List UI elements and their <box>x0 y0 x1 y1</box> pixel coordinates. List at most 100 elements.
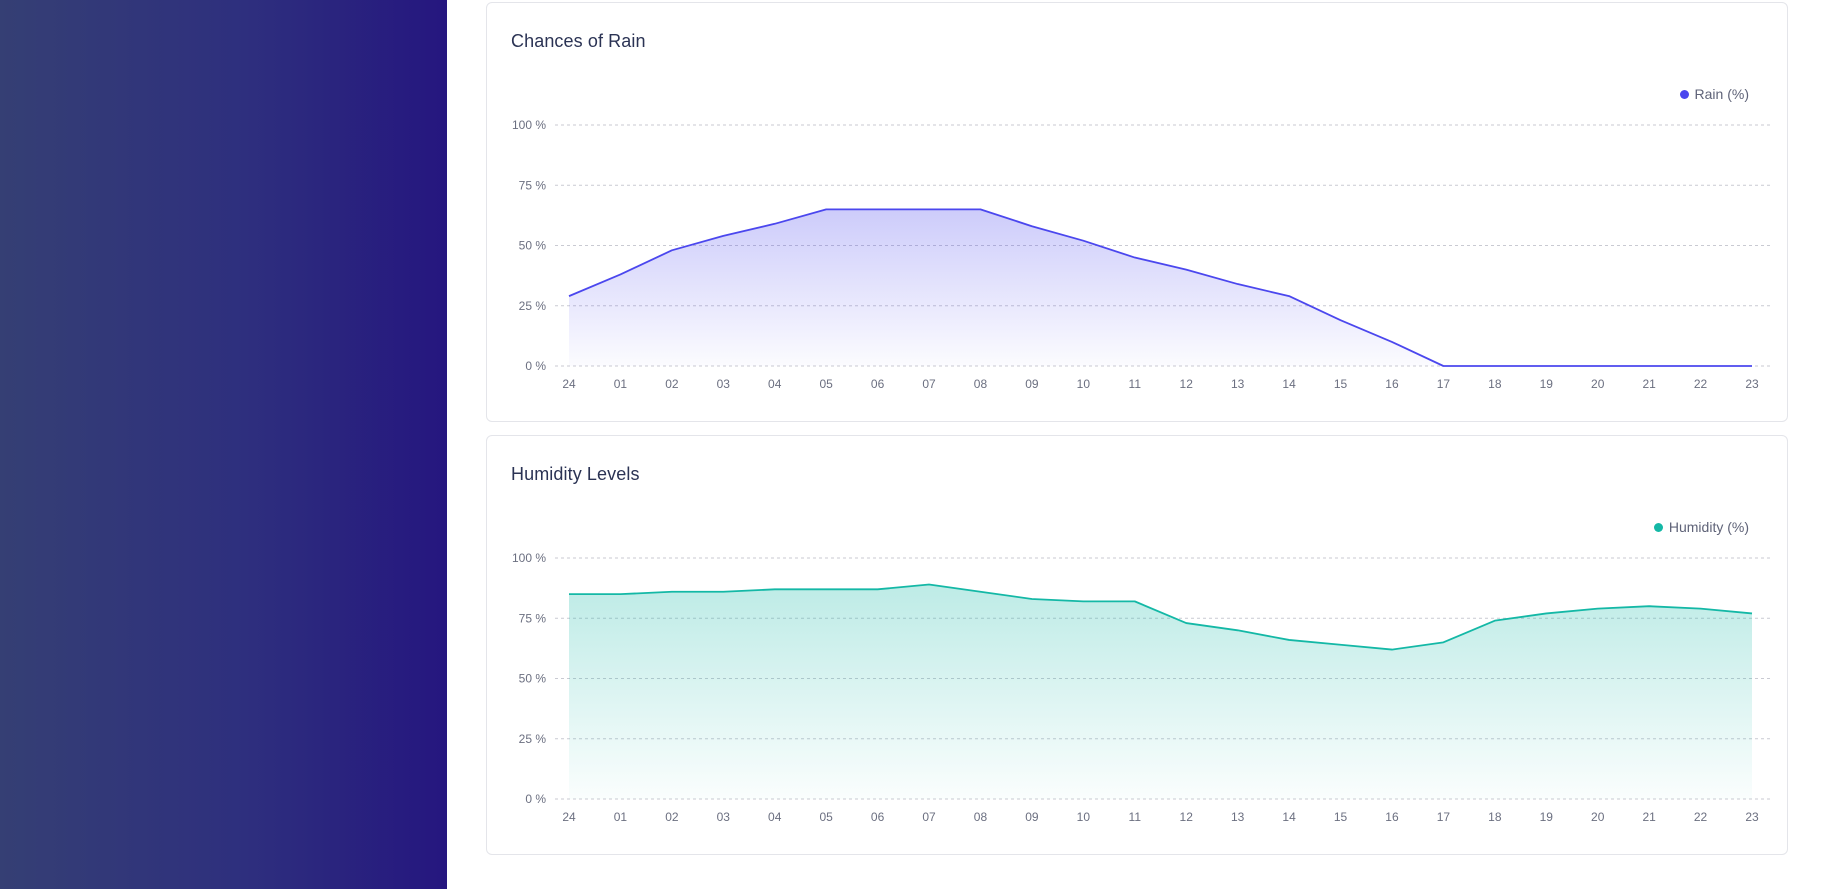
sidebar <box>0 0 447 889</box>
humidity-data-point[interactable] <box>1695 603 1707 615</box>
humidity-x-tick-label: 03 <box>717 810 731 824</box>
rain-chart: 0 % 25 % 50 % 75 % 100 % 24 01 02 03 04 05 06 07 08 09… <box>512 118 1770 391</box>
rain-data-point[interactable] <box>1437 360 1449 372</box>
rain-chart-legend[interactable]: Rain (%) <box>1679 86 1749 102</box>
rain-data-point[interactable] <box>1335 314 1347 326</box>
humidity-data-point[interactable] <box>563 588 575 600</box>
rain-x-tick-label: 07 <box>922 377 936 391</box>
rain-x-tick-label: 03 <box>717 377 731 391</box>
humidity-data-point[interactable] <box>1026 593 1038 605</box>
humidity-x-tick-label: 22 <box>1694 810 1708 824</box>
rain-data-point[interactable] <box>1643 360 1655 372</box>
rain-y-tick-label: 25 % <box>519 299 547 313</box>
humidity-data-point[interactable] <box>1335 639 1347 651</box>
humidity-data-point[interactable] <box>820 583 832 595</box>
humidity-data-point[interactable] <box>872 583 884 595</box>
rain-data-point[interactable] <box>1180 264 1192 276</box>
humidity-x-tick-label: 15 <box>1334 810 1348 824</box>
humidity-data-point[interactable] <box>614 588 626 600</box>
rain-x-tick-label: 01 <box>614 377 628 391</box>
humidity-data-point[interactable] <box>717 586 729 598</box>
humidity-data-point[interactable] <box>923 579 935 591</box>
humidity-data-point[interactable] <box>1540 607 1552 619</box>
rain-data-point[interactable] <box>614 268 626 280</box>
humidity-legend-label: Humidity (%) <box>1668 519 1749 535</box>
rain-x-tick-label: 22 <box>1694 377 1708 391</box>
humidity-x-tick-label: 23 <box>1745 810 1759 824</box>
humidity-x-tick-label: 12 <box>1180 810 1194 824</box>
humidity-data-point[interactable] <box>666 586 678 598</box>
rain-x-tick-label: 04 <box>768 377 782 391</box>
humidity-area-fill <box>569 584 1752 799</box>
rain-x-tick-label: 14 <box>1282 377 1296 391</box>
humidity-x-tick-label: 08 <box>974 810 988 824</box>
rain-y-tick-label: 50 % <box>519 239 547 253</box>
rain-data-point[interactable] <box>563 290 575 302</box>
humidity-x-tick-label: 14 <box>1282 810 1296 824</box>
humidity-data-point[interactable] <box>1077 595 1089 607</box>
rain-x-tick-label: 08 <box>974 377 988 391</box>
humidity-data-point[interactable] <box>1283 634 1295 646</box>
humidity-data-point[interactable] <box>1643 600 1655 612</box>
rain-data-point[interactable] <box>820 203 832 215</box>
rain-data-point[interactable] <box>717 230 729 242</box>
rain-data-point[interactable] <box>872 203 884 215</box>
rain-data-point[interactable] <box>1129 252 1141 264</box>
rain-chart-title: Chances of Rain <box>511 31 646 51</box>
humidity-data-point[interactable] <box>1592 603 1604 615</box>
humidity-x-tick-label: 11 <box>1129 810 1142 824</box>
rain-chart-card: Chances of Rain Rain (%) 0 % 25 % 50 % 75 %… <box>486 2 1788 422</box>
humidity-data-point[interactable] <box>1746 607 1758 619</box>
rain-x-tick-label: 16 <box>1385 377 1399 391</box>
humidity-data-point[interactable] <box>1489 615 1501 627</box>
rain-x-tick-label: 10 <box>1077 377 1091 391</box>
humidity-x-tick-label: 17 <box>1437 810 1451 824</box>
rain-data-point[interactable] <box>923 203 935 215</box>
rain-data-point[interactable] <box>666 244 678 256</box>
rain-x-tick-label: 13 <box>1231 377 1245 391</box>
rain-data-point[interactable] <box>1026 220 1038 232</box>
rain-x-tick-label: 20 <box>1591 377 1605 391</box>
humidity-x-tick-label: 19 <box>1540 810 1554 824</box>
humidity-x-tick-label: 09 <box>1025 810 1039 824</box>
humidity-x-tick-label: 10 <box>1077 810 1091 824</box>
rain-data-point[interactable] <box>1746 360 1758 372</box>
humidity-data-point[interactable] <box>1386 644 1398 656</box>
rain-data-point[interactable] <box>1540 360 1552 372</box>
rain-data-point[interactable] <box>1232 278 1244 290</box>
humidity-x-tick-label: 07 <box>922 810 936 824</box>
rain-data-point[interactable] <box>1077 235 1089 247</box>
rain-x-tick-label: 19 <box>1540 377 1554 391</box>
rain-data-point[interactable] <box>974 203 986 215</box>
rain-data-point[interactable] <box>1283 290 1295 302</box>
rain-x-tick-label: 02 <box>665 377 679 391</box>
rain-x-tick-label: 24 <box>562 377 576 391</box>
humidity-chart-card: Humidity Levels Humidity (%) 0 % 25 % 50 %… <box>486 435 1788 855</box>
humidity-y-tick-label: 75 % <box>519 611 547 625</box>
rain-area-fill <box>569 209 1752 366</box>
humidity-chart-legend[interactable]: Humidity (%) <box>1653 519 1749 535</box>
humidity-y-tick-label: 50 % <box>519 672 547 686</box>
rain-series-line <box>568 208 1752 367</box>
rain-x-tick-label: 23 <box>1745 377 1759 391</box>
humidity-series-line <box>569 583 1753 651</box>
humidity-x-tick-label: 02 <box>665 810 679 824</box>
humidity-data-point[interactable] <box>1232 624 1244 636</box>
rain-data-point[interactable] <box>1695 360 1707 372</box>
rain-data-point[interactable] <box>1386 336 1398 348</box>
humidity-data-point[interactable] <box>974 586 986 598</box>
rain-data-point[interactable] <box>769 218 781 230</box>
humidity-y-tick-label: 25 % <box>519 732 547 746</box>
humidity-data-point[interactable] <box>1129 595 1141 607</box>
rain-x-tick-label: 15 <box>1334 377 1348 391</box>
rain-data-point[interactable] <box>1592 360 1604 372</box>
rain-x-tick-label: 09 <box>1025 377 1039 391</box>
rain-x-tick-label: 11 <box>1129 377 1142 391</box>
rain-y-tick-label: 100 % <box>512 118 546 132</box>
humidity-data-point[interactable] <box>769 583 781 595</box>
humidity-x-tick-label: 06 <box>871 810 885 824</box>
rain-data-point[interactable] <box>1489 360 1501 372</box>
humidity-data-point[interactable] <box>1437 636 1449 648</box>
humidity-data-point[interactable] <box>1180 617 1192 629</box>
main-content: Chances of Rain Rain (%) 0 % 25 % 50 % 75 %… <box>447 0 1827 889</box>
